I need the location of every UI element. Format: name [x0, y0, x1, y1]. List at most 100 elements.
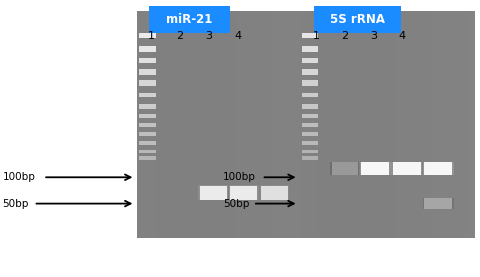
Bar — [393, 162, 421, 175]
Bar — [302, 141, 318, 145]
Bar — [137, 11, 146, 238]
Bar — [391, 161, 422, 175]
Bar — [139, 114, 156, 118]
Bar — [302, 46, 318, 52]
Bar — [302, 132, 318, 136]
Bar — [300, 11, 475, 238]
Bar — [139, 69, 156, 75]
Text: miR-21: miR-21 — [167, 13, 213, 26]
Bar — [440, 11, 449, 238]
Bar — [414, 11, 422, 238]
Bar — [449, 11, 458, 238]
Bar — [155, 11, 164, 238]
Bar — [261, 186, 288, 200]
Bar — [335, 11, 344, 238]
Bar — [467, 11, 475, 238]
Bar — [139, 150, 156, 153]
Bar — [229, 185, 259, 200]
Bar — [227, 11, 236, 238]
Bar — [302, 93, 318, 98]
Bar — [302, 114, 318, 118]
Bar — [302, 150, 318, 153]
Text: 1: 1 — [148, 31, 155, 41]
Bar — [314, 6, 401, 33]
Bar — [290, 11, 299, 238]
Text: 5S rRNA: 5S rRNA — [330, 13, 385, 26]
Bar — [302, 69, 318, 75]
Bar — [191, 11, 200, 238]
Bar — [139, 157, 156, 160]
Text: 4: 4 — [398, 31, 405, 41]
Bar — [272, 11, 281, 238]
Bar — [200, 11, 209, 238]
Bar — [230, 186, 257, 200]
Text: 2: 2 — [177, 31, 183, 41]
Bar — [396, 11, 405, 238]
Bar — [254, 11, 263, 238]
Bar — [139, 123, 156, 127]
Bar — [302, 104, 318, 109]
Bar — [164, 11, 173, 238]
Text: 50bp: 50bp — [2, 199, 29, 209]
Bar — [263, 11, 272, 238]
Bar — [352, 11, 361, 238]
Bar — [330, 161, 359, 175]
Text: 2: 2 — [341, 31, 348, 41]
Bar — [281, 11, 290, 238]
Bar — [432, 11, 440, 238]
Text: 50bp: 50bp — [223, 199, 250, 209]
Bar — [388, 11, 396, 238]
Bar — [139, 58, 156, 63]
Bar — [139, 80, 156, 86]
Bar — [137, 11, 317, 238]
Bar — [245, 11, 254, 238]
Bar — [302, 80, 318, 86]
Bar — [326, 11, 335, 238]
Bar — [379, 11, 388, 238]
Bar — [146, 11, 155, 238]
Bar — [370, 11, 379, 238]
Bar — [458, 11, 467, 238]
Bar — [236, 11, 245, 238]
Bar — [360, 161, 391, 175]
Bar — [302, 58, 318, 63]
Bar — [139, 46, 156, 52]
Bar — [260, 185, 289, 200]
Bar — [200, 186, 227, 200]
Bar — [422, 11, 432, 238]
Bar — [302, 123, 318, 127]
Bar — [361, 11, 370, 238]
Text: 100bp: 100bp — [223, 172, 256, 182]
Bar — [139, 141, 156, 145]
Bar — [173, 11, 182, 238]
Bar — [424, 162, 453, 175]
Bar — [149, 6, 230, 33]
Bar — [332, 162, 358, 175]
Bar — [302, 157, 318, 160]
Bar — [139, 132, 156, 136]
Bar — [209, 11, 218, 238]
Bar — [309, 11, 318, 238]
Bar — [299, 11, 308, 238]
Text: 1: 1 — [313, 31, 320, 41]
Bar — [318, 11, 326, 238]
Text: 4: 4 — [234, 31, 241, 41]
Text: 100bp: 100bp — [2, 172, 35, 182]
Bar — [198, 185, 228, 200]
Text: 3: 3 — [370, 31, 377, 41]
Bar — [218, 11, 227, 238]
Text: 3: 3 — [205, 31, 212, 41]
Bar — [139, 104, 156, 109]
Bar — [361, 162, 389, 175]
Bar — [139, 93, 156, 98]
Bar — [139, 33, 156, 38]
Bar — [423, 161, 454, 175]
Bar — [344, 11, 352, 238]
Bar — [424, 198, 453, 209]
Bar — [300, 11, 309, 238]
Bar — [423, 198, 454, 209]
Bar — [405, 11, 414, 238]
Bar — [302, 33, 318, 38]
Bar — [182, 11, 191, 238]
Bar — [308, 11, 317, 238]
